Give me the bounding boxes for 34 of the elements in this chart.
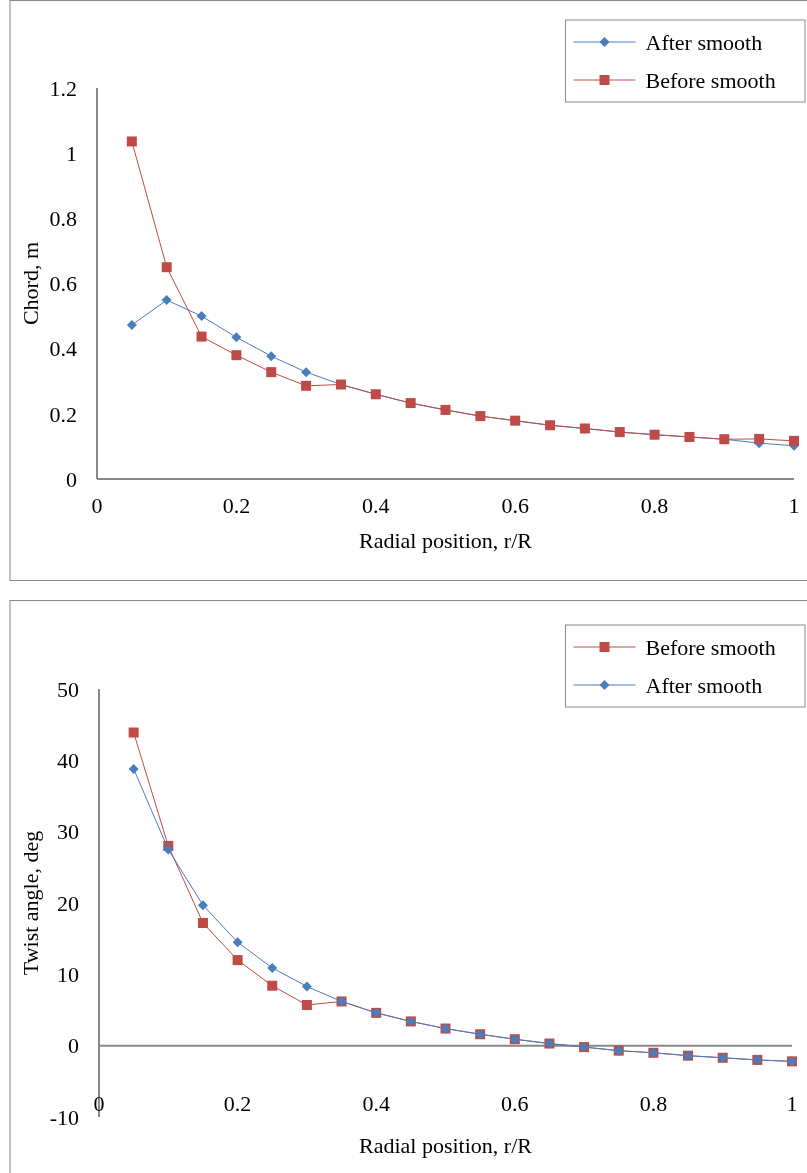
y-tick-label: 0.4 [49, 336, 77, 362]
x-tick-label: 0.8 [639, 1091, 668, 1116]
y-axis-title: Twist angle, deg [18, 830, 43, 976]
y-tick-label: 30 [57, 819, 79, 845]
y-tick-label: 0.6 [49, 271, 77, 297]
x-tick-label: 0.4 [362, 493, 390, 518]
y-tick-label: 40 [57, 748, 79, 774]
x-tick-label: 0.4 [362, 1091, 390, 1116]
legend-label: After smooth [645, 29, 763, 55]
x-tick-label: 1 [786, 1091, 798, 1116]
x-axis-title: Radial position, r/R [359, 1133, 533, 1158]
x-axis-title: Radial position, r/R [359, 528, 533, 553]
y-tick-label: 1 [66, 140, 77, 166]
x-tick-label: 0 [93, 1091, 105, 1116]
x-tick-label: 0.6 [501, 1091, 529, 1116]
x-tick-label: 0 [91, 493, 103, 518]
x-tick-label: 1 [788, 493, 800, 518]
y-tick-label: 0 [68, 1033, 79, 1059]
y-tick-label: 0.2 [49, 401, 77, 427]
x-tick-label: 0.8 [640, 493, 669, 518]
x-tick-label: 0.6 [501, 493, 529, 518]
y-tick-label: 1.2 [49, 75, 77, 101]
x-tick-label: 0.2 [222, 493, 251, 518]
y-axis-title: Chord, m [18, 241, 43, 326]
y-tick-label: 0 [66, 466, 77, 492]
legend-label: After smooth [645, 672, 763, 698]
x-tick-label: 0.2 [223, 1091, 252, 1116]
y-tick-label: -10 [49, 1104, 79, 1130]
y-tick-label: 10 [57, 962, 79, 988]
legend-label: Before smooth [645, 67, 776, 93]
y-tick-label: 0.8 [49, 206, 77, 232]
y-tick-label: 50 [57, 676, 79, 702]
y-tick-label: 20 [57, 890, 79, 916]
legend-label: Before smooth [645, 634, 776, 660]
